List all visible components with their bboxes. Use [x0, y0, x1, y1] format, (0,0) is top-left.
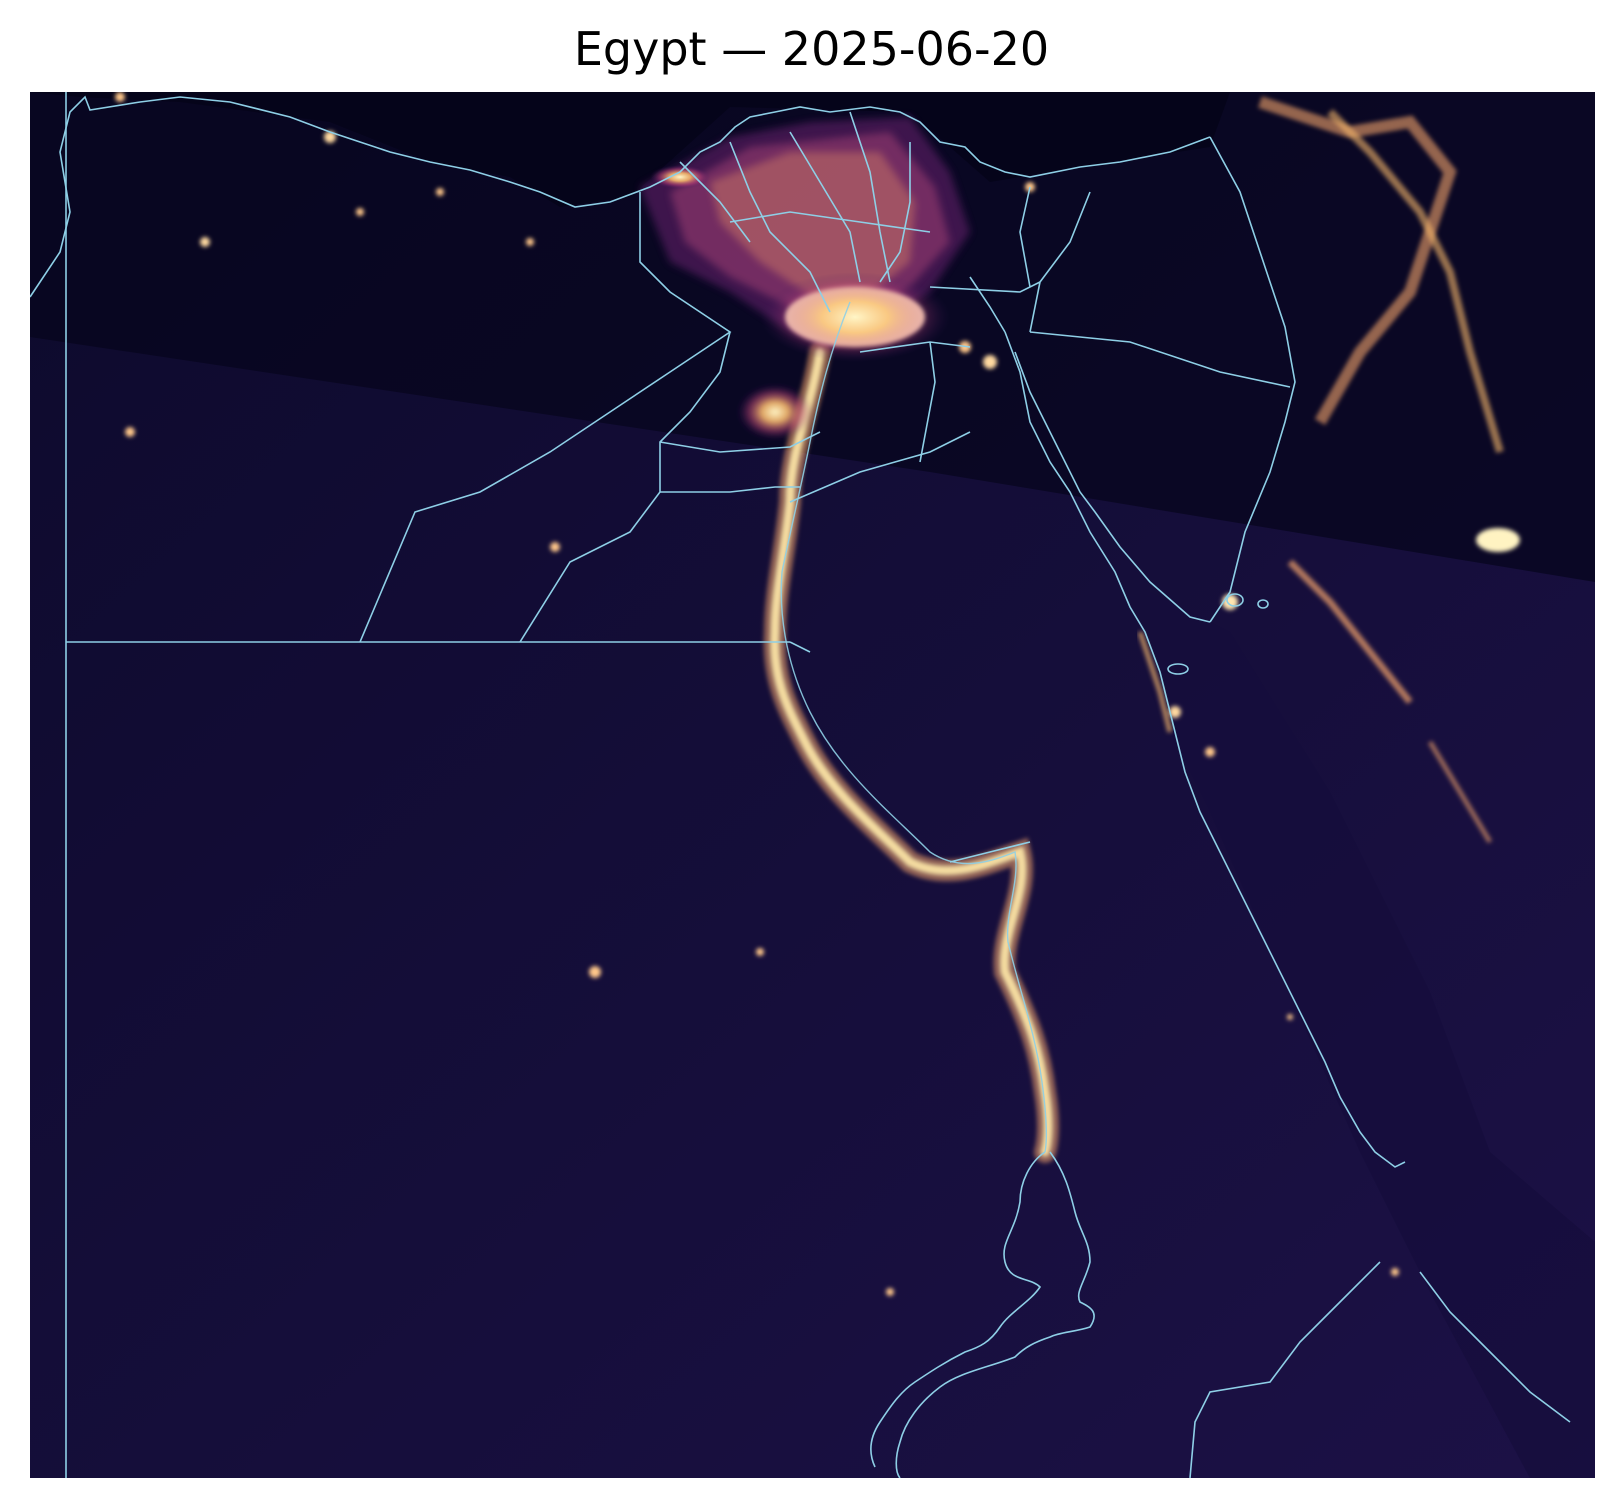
administrative-borders: [30, 92, 1571, 1478]
levant-lights: [1258, 96, 1520, 844]
red-sea-area: [1150, 592, 1595, 1478]
red-sea-coast-lights: [1137, 631, 1173, 733]
nile-river: [780, 301, 1048, 1153]
delta-lights: [640, 117, 970, 362]
map-title: Egypt — 2025-06-20: [573, 22, 1050, 76]
sea-area: [30, 92, 1230, 207]
alexandria-lights: [650, 165, 710, 189]
night-lights-map: [30, 92, 1595, 1478]
nile-valley-lights: [737, 341, 1059, 1163]
amman-lights: [1476, 528, 1520, 552]
